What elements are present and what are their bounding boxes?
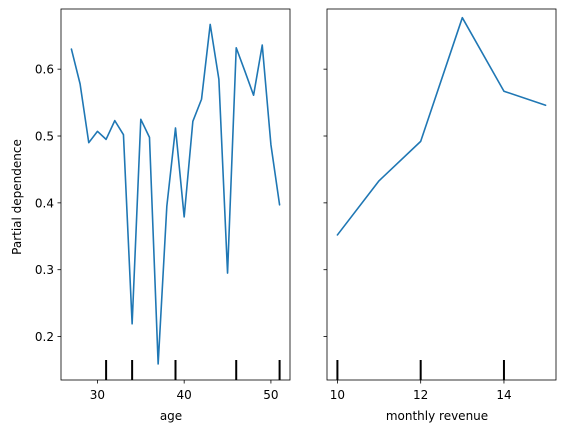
y-tick-label: 0.2 [35,330,54,344]
monthly-revenue-panel: monthly revenue 10 12 14 [323,8,557,423]
axes-frame [60,8,291,381]
x-tick-label: 12 [413,388,428,402]
x-tick-label: 40 [177,388,192,402]
y-tick-label: 0.3 [35,263,54,277]
partial-dependence-line [336,16,547,236]
x-tick-label: 30 [90,388,105,402]
y-tick-label: 0.5 [35,130,54,144]
partial-dependence-line [70,23,281,365]
x-tick-label: 14 [496,388,511,402]
y-axis-label: Partial dependence [10,139,24,255]
x-axis-label-age: age [160,409,182,423]
x-tick-label: 10 [330,388,345,402]
x-tick-label: 50 [263,388,278,402]
y-tick-label: 0.6 [35,63,54,77]
axes-frame [326,8,557,381]
age-panel: Partial dependence age 30 40 50 0.2 0.3 0.4 0.… [10,8,291,423]
y-tick-label: 0.4 [35,196,54,210]
x-axis-label-monthly-revenue: monthly revenue [386,409,488,423]
